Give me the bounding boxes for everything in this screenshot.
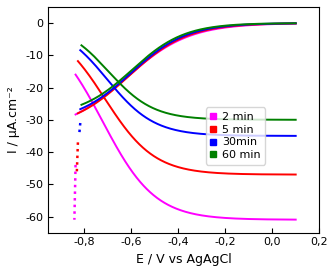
30min bbox=[78, 49, 82, 52]
60 min bbox=[151, 106, 155, 109]
Line: 60 min: 60 min bbox=[81, 45, 296, 120]
Line: 2 min: 2 min bbox=[76, 75, 296, 219]
2 min bbox=[74, 73, 78, 76]
2 min bbox=[128, 167, 132, 170]
2 min bbox=[294, 218, 298, 221]
60 min bbox=[132, 95, 136, 98]
5 min bbox=[255, 173, 259, 176]
30min bbox=[256, 134, 260, 137]
2 min bbox=[255, 218, 259, 221]
60 min bbox=[197, 117, 201, 120]
5 min bbox=[195, 169, 199, 173]
60 min bbox=[294, 118, 298, 121]
60 min bbox=[168, 112, 172, 115]
30min bbox=[294, 134, 298, 138]
30min bbox=[238, 134, 242, 137]
5 min bbox=[165, 162, 170, 165]
5 min bbox=[130, 135, 134, 138]
5 min bbox=[238, 172, 242, 176]
30min bbox=[167, 126, 171, 130]
5 min bbox=[148, 152, 152, 155]
30min bbox=[132, 106, 136, 109]
Legend: 2 min, 5 min, 30min, 60 min: 2 min, 5 min, 30min, 60 min bbox=[206, 107, 265, 165]
60 min bbox=[239, 118, 243, 121]
30min bbox=[196, 132, 200, 135]
Y-axis label: I / μA.cm⁻²: I / μA.cm⁻² bbox=[7, 87, 20, 153]
2 min bbox=[194, 213, 198, 216]
2 min bbox=[237, 217, 241, 220]
2 min bbox=[147, 189, 151, 192]
Line: 5 min: 5 min bbox=[78, 61, 296, 174]
Line: 30min: 30min bbox=[80, 50, 296, 136]
60 min bbox=[79, 44, 83, 47]
X-axis label: E / V vs AgAgCl: E / V vs AgAgCl bbox=[136, 253, 232, 266]
5 min bbox=[76, 60, 80, 63]
30min bbox=[150, 120, 154, 123]
60 min bbox=[256, 118, 260, 121]
5 min bbox=[294, 173, 298, 176]
2 min bbox=[164, 202, 168, 205]
